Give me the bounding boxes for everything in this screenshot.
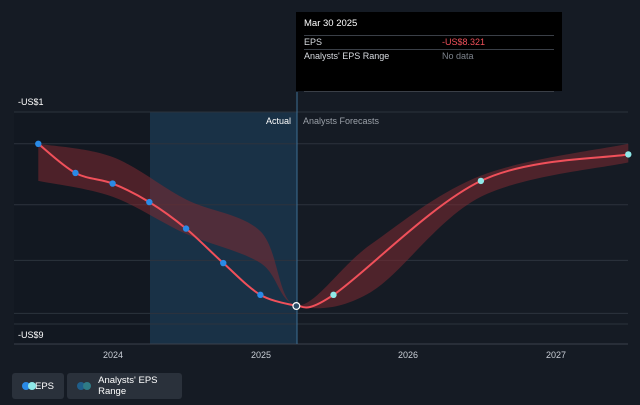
- tooltip-eps-label: EPS: [304, 37, 323, 47]
- forecast-point[interactable]: [477, 177, 485, 185]
- eps-point[interactable]: [220, 259, 227, 267]
- eps-point[interactable]: [257, 291, 264, 299]
- x-tick-2026: 2026: [398, 350, 418, 360]
- tooltip-eps-value: -US$8.321: [442, 37, 486, 47]
- tooltip-row-range: Analysts' EPS Range No data: [304, 49, 554, 63]
- eps-point[interactable]: [182, 225, 190, 232]
- eps-legend-icon: [22, 382, 36, 390]
- eps-point[interactable]: [72, 169, 79, 177]
- eps-point[interactable]: [35, 140, 42, 147]
- range-legend-icon: [77, 382, 91, 390]
- legend-eps-label: EPS: [34, 380, 54, 392]
- legend-eps-button[interactable]: EPS: [12, 373, 64, 399]
- tooltip-range-label: Analysts' EPS Range: [304, 51, 390, 61]
- x-tick-2025: 2025: [251, 350, 271, 360]
- tooltip-spacer: [304, 63, 554, 92]
- forecast-label: Analysts Forecasts: [303, 116, 380, 126]
- x-tick-2027: 2027: [546, 350, 566, 360]
- eps-point-current[interactable]: [292, 302, 301, 311]
- y-tick-bottom: -US$9: [18, 330, 44, 340]
- legend-range-label: Analysts' EPS Range: [98, 375, 158, 397]
- actual-label: Actual: [266, 116, 291, 126]
- tooltip-row-eps: EPS -US$8.321: [304, 35, 554, 49]
- eps-point[interactable]: [146, 198, 153, 206]
- y-tick-top: -US$1: [18, 97, 44, 107]
- tooltip-date: Mar 30 2025: [304, 18, 358, 29]
- legend-range-button[interactable]: Analysts' EPS Range: [67, 373, 182, 399]
- tooltip: Mar 30 2025 EPS -US$8.321 Analysts' EPS …: [296, 12, 562, 92]
- x-tick-2024: 2024: [103, 350, 123, 360]
- forecast-point[interactable]: [330, 291, 337, 299]
- eps-range-band: [38, 143, 629, 309]
- eps-line: [37, 143, 297, 307]
- forecast-point[interactable]: [625, 151, 632, 158]
- tooltip-range-value: No data: [442, 51, 474, 61]
- forecast-line: [296, 153, 629, 309]
- eps-point[interactable]: [109, 180, 116, 187]
- past-shade: [14, 112, 150, 344]
